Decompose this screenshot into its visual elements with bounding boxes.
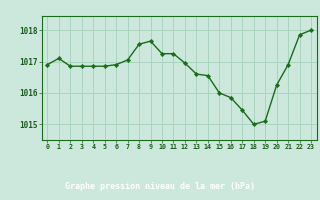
Text: Graphe pression niveau de la mer (hPa): Graphe pression niveau de la mer (hPa) [65,182,255,191]
